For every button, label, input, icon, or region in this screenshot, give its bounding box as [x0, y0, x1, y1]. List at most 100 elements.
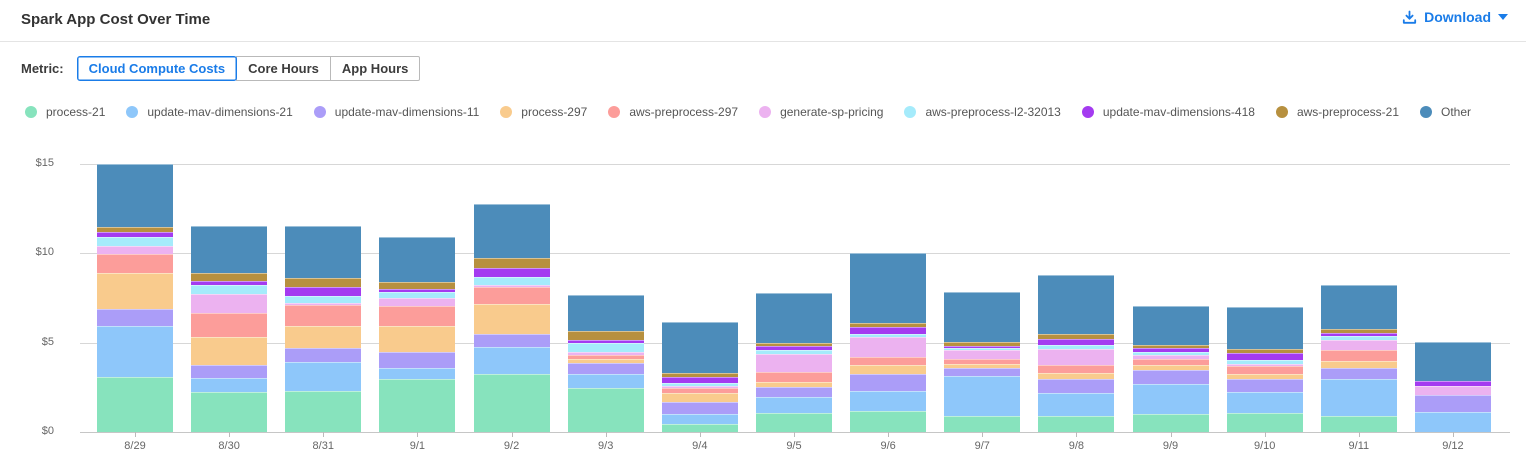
bar-segment-generate-sp-pricing[interactable] [944, 349, 1021, 359]
bar-segment-process-297[interactable] [285, 325, 362, 349]
bar-segment-aws-preprocess-l2-32013[interactable] [755, 349, 832, 355]
bar-segment-aws-preprocess-l2-32013[interactable] [661, 383, 738, 386]
legend-item-aws-preprocess-297[interactable]: aws-preprocess-297 [608, 105, 738, 119]
bar-segment-update-mav-dimensions-21[interactable] [755, 396, 832, 413]
bar-segment-update-mav-dimensions-418[interactable] [755, 346, 832, 350]
bar-segment-update-mav-dimensions-11[interactable] [1414, 395, 1491, 412]
bar-segment-generate-sp-pricing[interactable] [1132, 355, 1209, 359]
bar-segment-generate-sp-pricing[interactable] [473, 284, 550, 287]
bar-segment-aws-preprocess-l2-32013[interactable] [97, 236, 173, 247]
legend-item-update-mav-dimensions-418[interactable]: update-mav-dimensions-418 [1081, 105, 1255, 119]
bar-segment-Other[interactable] [1038, 274, 1115, 335]
legend-item-Other[interactable]: Other [1420, 105, 1471, 119]
bar-segment-update-mav-dimensions-21[interactable] [473, 347, 550, 375]
bar-segment-process-21[interactable] [285, 391, 362, 432]
bar-segment-aws-preprocess-297[interactable] [473, 286, 550, 304]
bar-segment-process-21[interactable] [1320, 415, 1397, 432]
bar-segment-Other[interactable] [285, 226, 362, 279]
bar-segment-process-21[interactable] [661, 423, 738, 432]
bar-segment-process-21[interactable] [191, 391, 268, 432]
bar-segment-aws-preprocess-21[interactable] [1320, 328, 1397, 333]
bar-segment-Other[interactable] [191, 225, 268, 274]
bar-segment-aws-preprocess-l2-32013[interactable] [850, 334, 927, 338]
bar-segment-aws-preprocess-21[interactable] [1038, 334, 1115, 339]
legend-item-aws-preprocess-l2-32013[interactable]: aws-preprocess-l2-32013 [904, 105, 1061, 119]
bar-segment-update-mav-dimensions-418[interactable] [191, 281, 268, 286]
bar-segment-aws-preprocess-21[interactable] [944, 341, 1021, 346]
bar-segment-process-21[interactable] [755, 412, 832, 432]
bar-segment-update-mav-dimensions-418[interactable] [285, 287, 362, 297]
bar-segment-update-mav-dimensions-11[interactable] [97, 308, 173, 327]
bar-segment-aws-preprocess-297[interactable] [755, 371, 832, 382]
bar-segment-update-mav-dimensions-11[interactable] [567, 363, 644, 375]
bar-segment-update-mav-dimensions-11[interactable] [1226, 378, 1303, 393]
bar-segment-generate-sp-pricing[interactable] [379, 298, 456, 306]
bar-segment-Other[interactable] [1132, 305, 1209, 345]
bar-segment-aws-preprocess-21[interactable] [850, 322, 927, 328]
bar-segment-aws-preprocess-21[interactable] [473, 257, 550, 268]
bar-segment-update-mav-dimensions-21[interactable] [944, 375, 1021, 416]
bar-segment-aws-preprocess-297[interactable] [285, 305, 362, 326]
bar-segment-Other[interactable] [755, 293, 832, 344]
bar-segment-Other[interactable] [567, 294, 644, 331]
legend-item-update-mav-dimensions-11[interactable]: update-mav-dimensions-11 [313, 105, 479, 119]
bar-segment-aws-preprocess-21[interactable] [285, 278, 362, 288]
bar-segment-generate-sp-pricing[interactable] [97, 246, 173, 255]
bar-segment-Other[interactable] [1320, 285, 1397, 329]
bar-segment-process-297[interactable] [379, 325, 456, 352]
legend-item-process-21[interactable]: process-21 [25, 105, 105, 119]
bar-segment-update-mav-dimensions-21[interactable] [661, 413, 738, 424]
legend-item-generate-sp-pricing[interactable]: generate-sp-pricing [759, 105, 883, 119]
bar-segment-update-mav-dimensions-418[interactable] [1038, 338, 1115, 346]
metric-button-cloud-compute-costs[interactable]: Cloud Compute Costs [76, 56, 238, 81]
bar-segment-update-mav-dimensions-418[interactable] [473, 267, 550, 277]
bar-segment-update-mav-dimensions-418[interactable] [97, 232, 173, 237]
bar-segment-update-mav-dimensions-418[interactable] [1132, 348, 1209, 352]
bar-segment-process-297[interactable] [1132, 365, 1209, 370]
bar-segment-update-mav-dimensions-21[interactable] [1038, 393, 1115, 416]
bar-segment-aws-preprocess-21[interactable] [661, 372, 738, 377]
bar-segment-update-mav-dimensions-11[interactable] [473, 333, 550, 348]
bar-segment-update-mav-dimensions-11[interactable] [1320, 368, 1397, 379]
bar-segment-update-mav-dimensions-21[interactable] [1226, 392, 1303, 413]
bar-segment-update-mav-dimensions-11[interactable] [755, 386, 832, 397]
bar-segment-aws-preprocess-21[interactable] [379, 282, 456, 290]
bar-segment-process-297[interactable] [567, 358, 644, 364]
bar-segment-update-mav-dimensions-11[interactable] [1038, 378, 1115, 394]
bar-segment-process-297[interactable] [1038, 373, 1115, 379]
bar-segment-process-297[interactable] [850, 365, 927, 374]
bar-segment-aws-preprocess-21[interactable] [1226, 348, 1303, 354]
bar-segment-aws-preprocess-21[interactable] [1132, 344, 1209, 349]
bar-segment-process-21[interactable] [1132, 413, 1209, 432]
bar-segment-aws-preprocess-297[interactable] [1132, 358, 1209, 366]
bar-segment-update-mav-dimensions-11[interactable] [379, 351, 456, 369]
bar-segment-process-297[interactable] [755, 381, 832, 387]
bar-segment-aws-preprocess-21[interactable] [755, 343, 832, 347]
bar-segment-update-mav-dimensions-11[interactable] [191, 365, 268, 378]
bar-segment-aws-preprocess-297[interactable] [379, 305, 456, 326]
bar-segment-update-mav-dimensions-11[interactable] [661, 401, 738, 414]
bar-segment-update-mav-dimensions-21[interactable] [97, 326, 173, 377]
bar-segment-process-21[interactable] [97, 376, 173, 432]
bar-segment-aws-preprocess-297[interactable] [191, 313, 268, 338]
bar-segment-aws-preprocess-297[interactable] [567, 354, 644, 359]
bar-segment-update-mav-dimensions-21[interactable] [1132, 384, 1209, 414]
bar-segment-aws-preprocess-297[interactable] [850, 356, 927, 365]
bar-segment-Other[interactable] [1414, 341, 1491, 381]
bar-segment-update-mav-dimensions-21[interactable] [285, 361, 362, 392]
bar-segment-Other[interactable] [97, 163, 173, 227]
bar-segment-Other[interactable] [473, 204, 550, 258]
bar-segment-Other[interactable] [850, 253, 927, 323]
bar-segment-aws-preprocess-297[interactable] [97, 254, 173, 273]
bar-segment-process-297[interactable] [661, 393, 738, 402]
bar-segment-update-mav-dimensions-11[interactable] [850, 373, 927, 391]
bar-segment-aws-preprocess-l2-32013[interactable] [1132, 351, 1209, 356]
bar-segment-generate-sp-pricing[interactable] [661, 385, 738, 389]
bar-segment-aws-preprocess-l2-32013[interactable] [473, 276, 550, 285]
metric-button-core-hours[interactable]: Core Hours [236, 56, 331, 81]
bar-segment-generate-sp-pricing[interactable] [1320, 340, 1397, 350]
bar-segment-aws-preprocess-l2-32013[interactable] [191, 285, 268, 295]
bar-segment-update-mav-dimensions-11[interactable] [1132, 369, 1209, 385]
metric-button-app-hours[interactable]: App Hours [329, 56, 421, 81]
bar-segment-update-mav-dimensions-21[interactable] [1320, 378, 1397, 416]
